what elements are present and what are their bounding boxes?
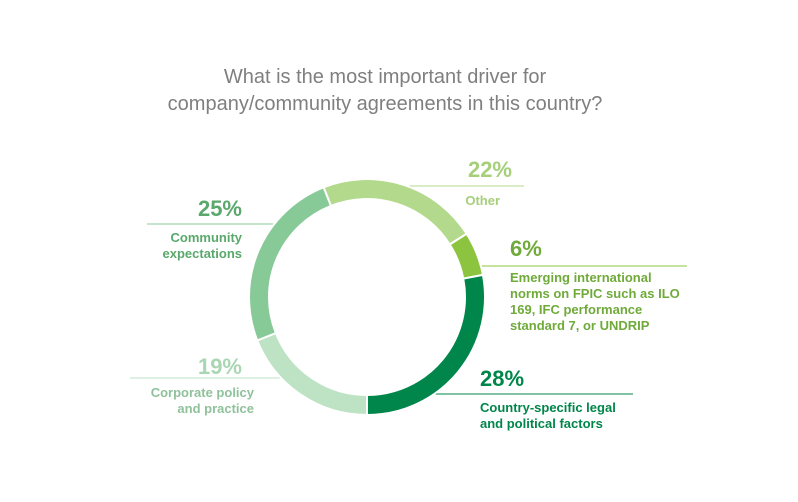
value-label-community-expectations: 25% (197, 196, 242, 221)
slice-label-community-expectations-line-2: expectations (162, 246, 242, 261)
slice-label-country-specific-line-2: and political factors (480, 416, 603, 431)
slice-corporate-policy (255, 331, 368, 417)
slice-label-country-specific: Country-specific legal and political fac… (480, 400, 616, 432)
slice-label-corporate-policy-line-1: Corporate policy (150, 385, 254, 400)
donut-slices (248, 178, 486, 417)
value-label-corporate-policy: 19% (197, 354, 242, 379)
slice-label-emerging-norms-line-1: Emerging international (510, 270, 652, 285)
slice-community-expectations (248, 185, 333, 342)
leader-lines (130, 185, 687, 395)
value-label-country-specific: 28% (480, 366, 525, 391)
slice-emerging-norms (448, 232, 485, 280)
slice-label-corporate-policy-line-2: and practice (177, 401, 254, 416)
slice-label-emerging-norms-line-4: standard 7, or UNDRIP (510, 318, 650, 333)
slice-label-emerging-norms: Emerging international norms on FPIC suc… (510, 270, 680, 334)
slice-label-emerging-norms-line-3: 169, IFC performance (510, 302, 643, 317)
slice-label-other: Other (465, 193, 500, 208)
value-label-other: 22% (467, 157, 512, 182)
slice-other (322, 178, 469, 246)
value-label-emerging-norms: 6% (510, 236, 542, 261)
slice-label-community-expectations-line-1: Community (170, 230, 243, 245)
chart-title-line-1: What is the most important driver for (223, 66, 547, 88)
slice-label-community-expectations: Community expectations (100, 230, 242, 262)
chart-title-line-2: company/community agreements in this cou… (167, 93, 603, 115)
slice-label-country-specific-line-1: Country-specific legal (480, 400, 616, 415)
slice-label-corporate-policy: Corporate policy and practice (100, 385, 254, 417)
slice-label-emerging-norms-line-2: norms on FPIC such as ILO (510, 286, 680, 301)
chart-title: What is the most important driver for co… (0, 64, 770, 118)
